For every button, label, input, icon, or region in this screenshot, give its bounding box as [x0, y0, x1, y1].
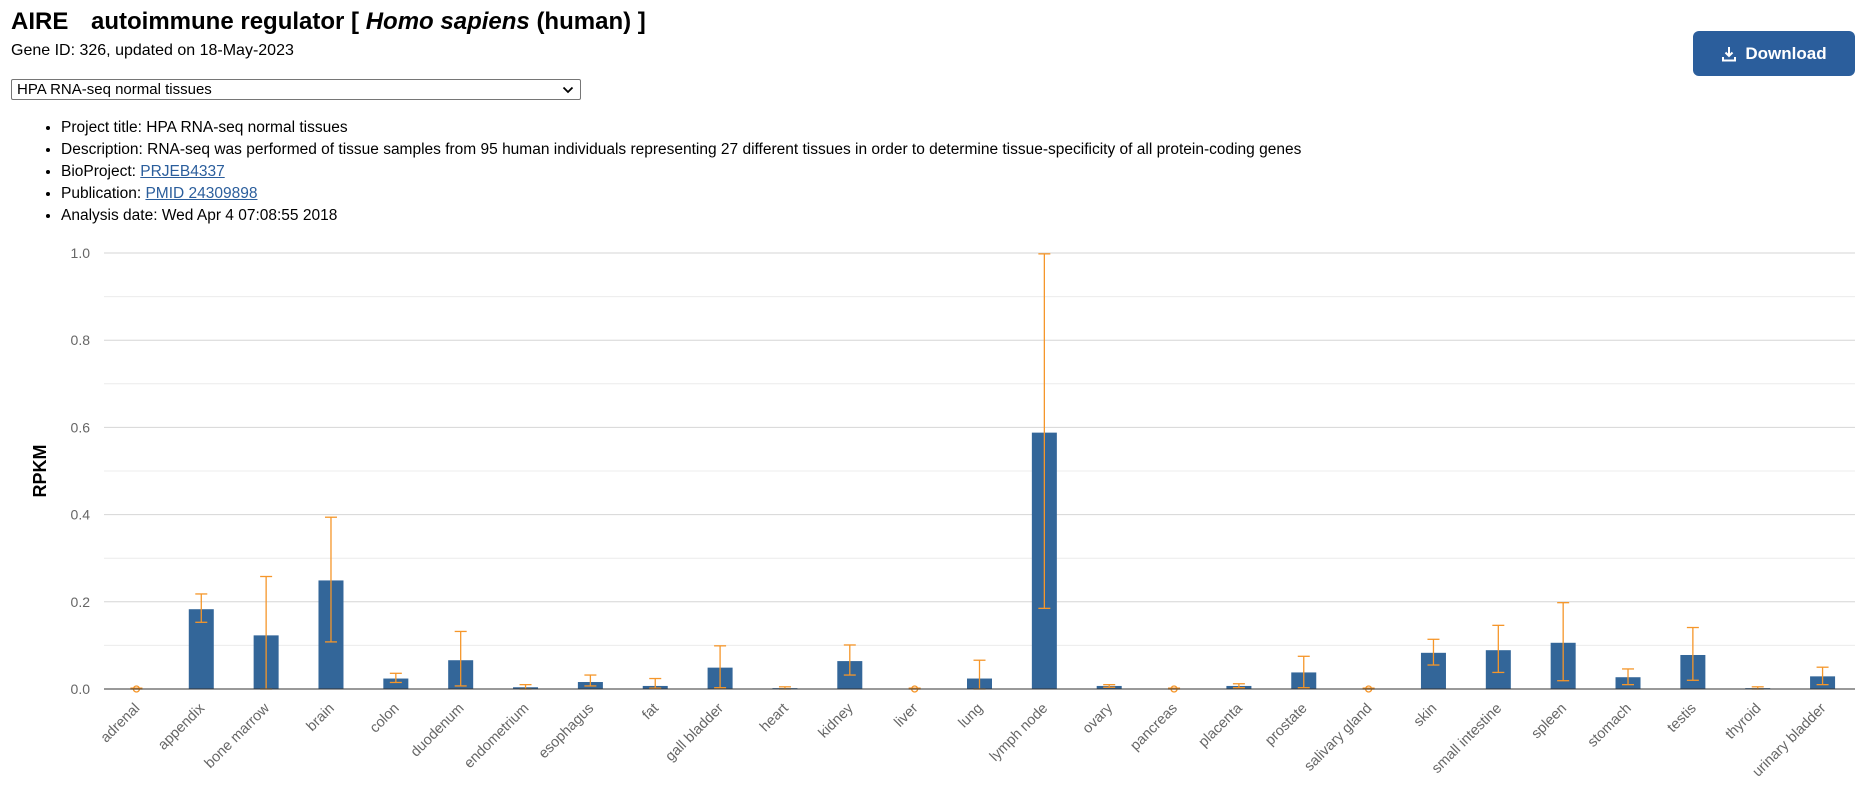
- x-tick-label: esophagus: [536, 701, 597, 762]
- x-tick-label: fat: [639, 701, 662, 724]
- publication-link[interactable]: PMID 24309898: [145, 185, 258, 202]
- analysis-date-value: Wed Apr 4 07:08:55 2018: [161, 207, 338, 224]
- y-tick-label: 0.8: [71, 332, 91, 348]
- x-tick-label: bone marrow: [202, 700, 274, 772]
- x-tick-label: salivary gland: [1301, 701, 1375, 775]
- analysis-date-label: Analysis date:: [61, 207, 158, 224]
- project-info-list: Project title: HPA RNA-seq normal tissue…: [42, 117, 1301, 227]
- x-tick-label: brain: [304, 701, 338, 735]
- y-tick-label: 0.4: [71, 507, 91, 523]
- x-tick-label: adrenal: [98, 701, 144, 747]
- x-tick-label: thyroid: [1722, 701, 1764, 743]
- y-tick-label: 0.6: [71, 419, 91, 435]
- project-title-label: Project title:: [61, 119, 142, 136]
- title-prefix: autoimmune regulator [: [91, 8, 360, 35]
- species-name: Homo sapiens: [365, 8, 530, 35]
- x-tick-label: kidney: [816, 700, 857, 741]
- bioproject-item: BioProject: PRJEB4337: [61, 161, 1301, 183]
- gene-symbol: AIRE: [11, 8, 69, 35]
- description-label: Description:: [61, 141, 143, 158]
- x-tick-label: pancreas: [1127, 701, 1180, 754]
- x-tick-label: prostate: [1262, 701, 1310, 749]
- download-label: Download: [1745, 43, 1827, 63]
- y-tick-label: 0.2: [71, 594, 91, 610]
- x-tick-label: duodenum: [408, 701, 468, 761]
- page-title: AIRE autoimmune regulator [ Homo sapiens…: [11, 8, 646, 36]
- x-tick-label: liver: [891, 700, 921, 730]
- x-tick-label: lung: [956, 701, 987, 732]
- publication-item: Publication: PMID 24309898: [61, 183, 1301, 205]
- download-icon: [1721, 46, 1737, 62]
- description-item: Description: RNA-seq was performed of ti…: [61, 139, 1301, 161]
- x-tick-label: heart: [757, 701, 792, 736]
- project-title-item: Project title: HPA RNA-seq normal tissue…: [61, 117, 1301, 139]
- x-tick-label: small intestine: [1429, 701, 1505, 777]
- bioproject-link[interactable]: PRJEB4337: [140, 163, 225, 180]
- x-tick-label: testis: [1664, 701, 1699, 736]
- y-tick-label: 0.0: [71, 681, 91, 697]
- x-tick-label: colon: [367, 701, 403, 737]
- expression-bar-chart: 0.0 0.2 0.4 0.6 0.8 1.0 RPKM adrenal appendixbon…: [30, 245, 1855, 780]
- x-tick-label: stomach: [1585, 701, 1635, 751]
- publication-label: Publication:: [61, 185, 142, 202]
- download-button[interactable]: Download: [1693, 31, 1855, 76]
- gene-subtitle: Gene ID: 326, updated on 18-May-2023: [11, 42, 294, 59]
- y-axis-label: RPKM: [30, 445, 50, 498]
- title-suffix: (human) ]: [536, 8, 646, 35]
- x-tick-label: endometrium: [461, 701, 532, 772]
- dataset-select[interactable]: HPA RNA-seq normal tissues: [11, 79, 581, 100]
- dataset-select-value: HPA RNA-seq normal tissues: [17, 81, 212, 98]
- description-value: RNA-seq was performed of tissue samples …: [147, 141, 1302, 158]
- chevron-down-icon: [562, 83, 574, 100]
- x-tick-label: lymph node: [987, 701, 1051, 765]
- analysis-date-item: Analysis date: Wed Apr 4 07:08:55 2018: [61, 205, 1301, 227]
- x-tick-label: skin: [1411, 701, 1441, 731]
- x-tick-label: appendix: [155, 700, 208, 753]
- project-title-value: HPA RNA-seq normal tissues: [146, 119, 348, 136]
- x-tick-label: spleen: [1528, 701, 1570, 743]
- x-tick-label: ovary: [1080, 700, 1117, 737]
- bar-colon: [383, 678, 409, 689]
- x-tick-label: placenta: [1196, 700, 1247, 751]
- bioproject-label: BioProject:: [61, 163, 136, 180]
- x-tick-label: gall bladder: [663, 700, 727, 764]
- y-tick-label: 1.0: [71, 245, 91, 261]
